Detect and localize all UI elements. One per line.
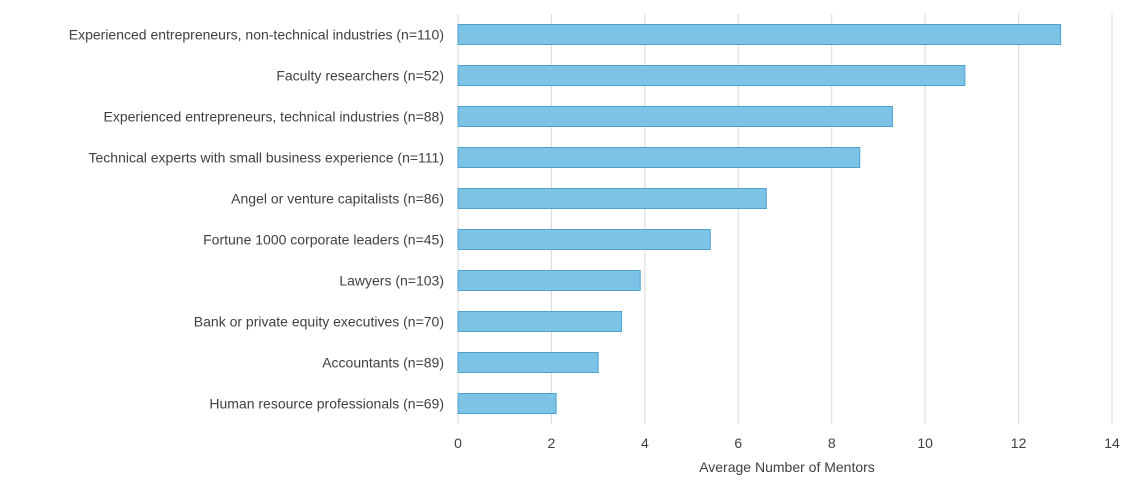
category-label: Human resource professionals (n=69) bbox=[209, 396, 444, 412]
category-label: Faculty researchers (n=52) bbox=[276, 68, 444, 84]
bar bbox=[457, 24, 1062, 45]
bar bbox=[457, 352, 599, 373]
bar bbox=[457, 229, 711, 250]
x-tick-label: 10 bbox=[917, 435, 933, 451]
x-tick-label: 14 bbox=[1104, 435, 1120, 451]
x-tick-label: 4 bbox=[641, 435, 649, 451]
bar bbox=[457, 270, 641, 291]
x-tick-label: 8 bbox=[828, 435, 836, 451]
x-tick-label: 2 bbox=[548, 435, 556, 451]
x-tick-label: 6 bbox=[734, 435, 742, 451]
x-tick-label: 0 bbox=[454, 435, 462, 451]
category-label: Fortune 1000 corporate leaders (n=45) bbox=[203, 232, 444, 248]
category-label: Lawyers (n=103) bbox=[339, 273, 444, 289]
category-label: Experienced entrepreneurs, technical ind… bbox=[104, 109, 444, 125]
bar bbox=[457, 311, 622, 332]
x-tick-label: 12 bbox=[1011, 435, 1027, 451]
category-label: Experienced entrepreneurs, non-technical… bbox=[69, 27, 444, 43]
bar bbox=[457, 188, 767, 209]
bars bbox=[457, 24, 1062, 414]
bar bbox=[457, 106, 893, 127]
bar bbox=[457, 147, 861, 168]
x-tick-labels: 0 2 4 6 8 10 12 14 bbox=[454, 435, 1120, 451]
x-axis-title: Average Number of Mentors bbox=[699, 459, 875, 475]
category-label: Bank or private equity executives (n=70) bbox=[194, 314, 444, 330]
bar bbox=[457, 393, 557, 414]
category-labels: Experienced entrepreneurs, non-technical… bbox=[69, 27, 444, 412]
category-label: Technical experts with small business ex… bbox=[89, 150, 445, 166]
bar bbox=[457, 65, 966, 86]
category-label: Angel or venture capitalists (n=86) bbox=[231, 191, 444, 207]
category-label: Accountants (n=89) bbox=[322, 355, 444, 371]
